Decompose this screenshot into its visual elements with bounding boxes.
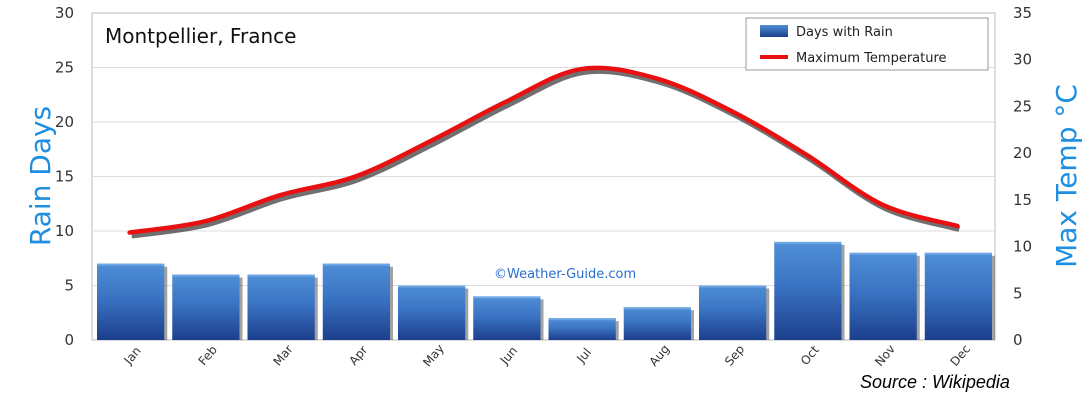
rain-bar-apr bbox=[322, 263, 390, 340]
bar-highlight bbox=[849, 252, 917, 255]
source-note: Source : Wikipedia bbox=[860, 372, 1010, 392]
right-tick-label: 0 bbox=[1013, 331, 1023, 349]
bar-highlight bbox=[699, 285, 767, 288]
rain-bar-aug bbox=[623, 307, 691, 340]
month-label-feb: Feb bbox=[196, 343, 220, 368]
month-label-may: May bbox=[420, 341, 447, 369]
right-axis-ticks: 0 5 10 15 20 25 30 35 bbox=[1013, 4, 1032, 349]
bar-highlight bbox=[398, 285, 466, 288]
left-tick-label: 30 bbox=[55, 4, 74, 22]
month-label-oct: Oct bbox=[798, 343, 822, 368]
bar-highlight bbox=[774, 241, 842, 244]
right-tick-label: 10 bbox=[1013, 238, 1032, 256]
temperature-line bbox=[127, 65, 961, 239]
rain-bar-nov bbox=[849, 252, 917, 340]
month-label-mar: Mar bbox=[270, 342, 295, 368]
bar-highlight bbox=[548, 318, 616, 321]
rain-bar-feb bbox=[172, 274, 240, 340]
rain-bar-jan bbox=[97, 263, 165, 340]
left-tick-label: 5 bbox=[64, 277, 74, 295]
bar-highlight bbox=[247, 274, 315, 277]
bar-highlight bbox=[172, 274, 240, 277]
legend-rain-label: Days with Rain bbox=[796, 25, 893, 40]
month-label-apr: Apr bbox=[346, 343, 370, 368]
left-tick-label: 15 bbox=[55, 168, 74, 186]
legend: Days with Rain Maximum Temperature bbox=[745, 17, 989, 71]
month-label-jul: Jul bbox=[573, 345, 594, 366]
month-label-nov: Nov bbox=[872, 342, 898, 369]
right-tick-label: 30 bbox=[1013, 51, 1032, 69]
rain-bar-dec bbox=[924, 252, 992, 340]
rain-bar-sep bbox=[699, 285, 767, 340]
chart-title: Montpellier, France bbox=[105, 24, 296, 48]
right-tick-label: 15 bbox=[1013, 191, 1032, 209]
rain-bar-oct bbox=[774, 241, 842, 340]
watermark: ©Weather-Guide.com bbox=[494, 267, 636, 282]
month-label-jun: Jun bbox=[497, 344, 520, 368]
left-tick-label: 25 bbox=[55, 59, 74, 77]
left-tick-label: 0 bbox=[64, 331, 74, 349]
bar-highlight bbox=[623, 307, 691, 310]
right-tick-label: 5 bbox=[1013, 284, 1023, 302]
left-axis-ticks: 0 5 10 15 20 25 30 bbox=[55, 4, 74, 349]
month-label-sep: Sep bbox=[722, 342, 747, 368]
bar-highlight bbox=[924, 252, 992, 255]
bar-highlight bbox=[473, 296, 541, 299]
left-tick-label: 20 bbox=[55, 113, 74, 131]
rain-bar-jul bbox=[548, 318, 616, 340]
rain-bar-jun bbox=[473, 296, 541, 340]
rain-bar-mar bbox=[247, 274, 315, 340]
right-tick-label: 35 bbox=[1013, 4, 1032, 22]
right-tick-label: 20 bbox=[1013, 144, 1032, 162]
right-tick-label: 25 bbox=[1013, 97, 1032, 115]
rain-bar-may bbox=[398, 285, 466, 340]
month-label-aug: Aug bbox=[646, 342, 672, 369]
right-axis-title: Max Temp °C bbox=[1050, 84, 1083, 268]
left-axis-title: Rain Days bbox=[24, 106, 57, 246]
bar-highlight bbox=[322, 263, 390, 266]
month-label-jan: Jan bbox=[121, 344, 144, 368]
month-labels: Jan Feb Mar Apr May Jun Jul Aug Sep Oct Nov Dec bbox=[121, 341, 974, 369]
legend-temp-label: Maximum Temperature bbox=[796, 51, 947, 66]
legend-rain-swatch bbox=[760, 25, 788, 37]
bar-highlight bbox=[97, 263, 165, 266]
month-label-dec: Dec bbox=[947, 342, 973, 369]
left-tick-label: 10 bbox=[55, 222, 74, 240]
rain-bars bbox=[97, 241, 995, 340]
temperature-line-path bbox=[127, 65, 960, 235]
